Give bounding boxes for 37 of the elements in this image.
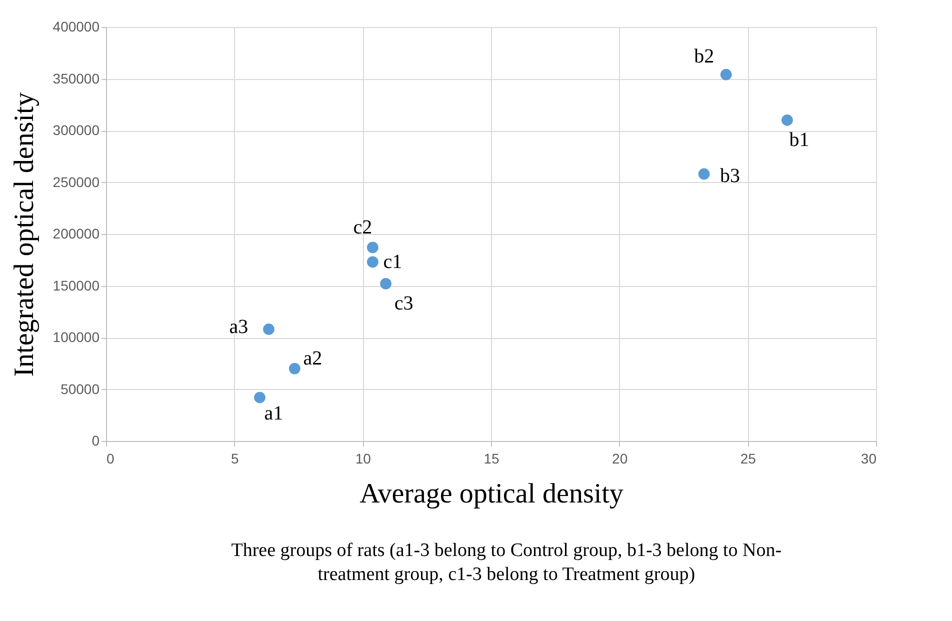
y-tick-label: 250000 — [52, 174, 100, 190]
point — [288, 362, 300, 374]
x-tick-label: 20 — [612, 450, 628, 466]
annotation: a1 — [264, 402, 284, 425]
point — [366, 242, 378, 254]
point — [720, 68, 732, 80]
annotation: c2 — [353, 216, 372, 238]
y-tick-label: 0 — [92, 432, 100, 448]
x-tick-label: 25 — [740, 450, 756, 466]
y-tick-label: 50000 — [60, 380, 100, 397]
x-tick-label: 5 — [230, 450, 239, 466]
x-axis-title: Average optical density — [360, 478, 624, 510]
annotation: c1 — [383, 250, 402, 273]
point — [380, 278, 392, 290]
annotation: b3 — [720, 164, 740, 187]
y-tick-label: 150000 — [52, 277, 100, 294]
x-tick-label: 0 — [106, 450, 114, 466]
point — [698, 168, 710, 180]
x-tick-label: 30 — [860, 450, 877, 466]
annotation: a2 — [303, 348, 322, 370]
y-tick-label: 100000 — [52, 329, 100, 345]
annotation: b1 — [789, 129, 810, 152]
x-tick-label: 15 — [484, 450, 500, 466]
y-tick-label: 400000 — [52, 18, 100, 34]
y-tick-label: 200000 — [52, 226, 100, 242]
y-tick-label: 350000 — [52, 70, 100, 86]
point — [263, 324, 274, 335]
annotation: a3 — [229, 316, 248, 338]
y-axis-title: Integrated optical density — [8, 92, 40, 377]
point — [781, 114, 793, 126]
point — [366, 256, 378, 268]
y-tick-label: 300000 — [52, 122, 100, 138]
text: Three groups of rats (a1-3 belong to Control group, b1-3 belong to Non-treatment group, c1-3 belong to Treatment group) — [231, 540, 782, 585]
annotation: b2 — [694, 46, 714, 68]
annotation: c3 — [394, 292, 414, 315]
point — [254, 392, 266, 404]
x-tick-label: 10 — [355, 450, 372, 466]
